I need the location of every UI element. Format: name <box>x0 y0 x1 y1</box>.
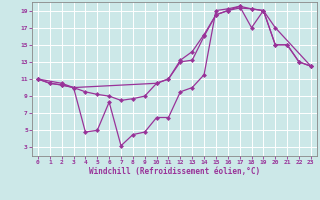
X-axis label: Windchill (Refroidissement éolien,°C): Windchill (Refroidissement éolien,°C) <box>89 167 260 176</box>
